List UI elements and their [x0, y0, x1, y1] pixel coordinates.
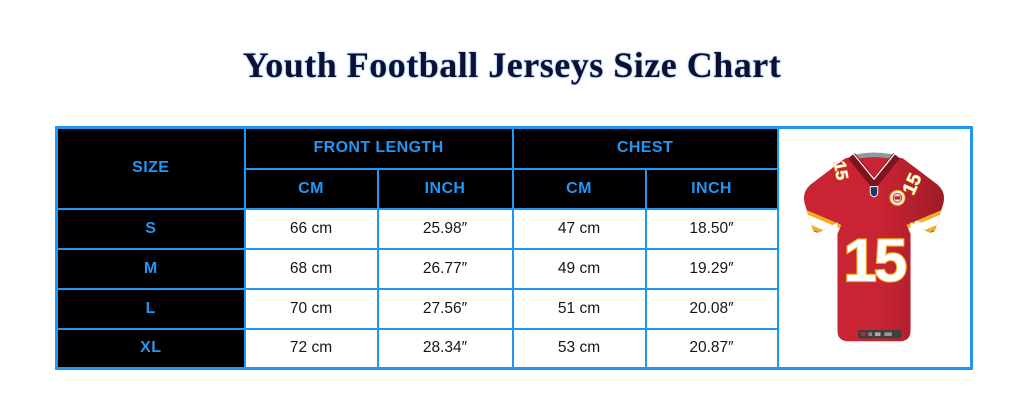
chest-cm-cell: 49 cm	[511, 247, 647, 290]
chest-cm-header: CM	[511, 167, 647, 210]
front-length-group-header: FRONT LENGTH	[243, 126, 514, 170]
front-cm-cell: 68 cm	[243, 247, 379, 290]
chest-inch-cell: 20.87″	[644, 327, 779, 370]
collar-v-trim	[848, 153, 901, 191]
chest-cm-cell: 47 cm	[511, 207, 647, 250]
jersey-body	[804, 154, 945, 342]
jersey-image: 15 15 15	[779, 136, 971, 360]
front-cm-cell: 70 cm	[243, 287, 379, 330]
size-cell: L	[55, 287, 246, 330]
jersey-photo-cell: 15 15 15	[776, 126, 973, 370]
front-inch-cell: 27.56″	[376, 287, 514, 330]
table-row-m: M 68 cm 26.77″ 49 cm 19.29″	[55, 247, 972, 290]
table-row-s: S 66 cm 25.98″ 47 cm 18.50″	[55, 207, 972, 250]
chest-inch-cell: 20.08″	[644, 287, 779, 330]
chest-inch-cell: 18.50″	[644, 207, 779, 250]
front-inch-cell: 25.98″	[376, 207, 514, 250]
front-cm-cell: 66 cm	[243, 207, 379, 250]
front-inch-cell: 26.77″	[376, 247, 514, 290]
size-cell: M	[55, 247, 246, 290]
chest-group-header: CHEST	[511, 126, 779, 170]
chest-cm-cell: 51 cm	[511, 287, 647, 330]
chest-cm-cell: 53 cm	[511, 327, 647, 370]
swoosh-icon	[914, 220, 935, 229]
nfl-shield-icon	[870, 186, 879, 198]
front-length-cm-header: CM	[243, 167, 379, 210]
front-inch-cell: 28.34″	[376, 327, 514, 370]
jock-tag	[858, 329, 902, 339]
table-row-l: L 70 cm 27.56″ 51 cm 20.08″	[55, 287, 972, 330]
chest-inch-cell: 19.29″	[644, 247, 779, 290]
page-title: Youth Football Jerseys Size Chart	[242, 45, 782, 85]
size-column-header: SIZE	[55, 126, 246, 210]
team-patch-icon	[889, 189, 906, 206]
front-length-inch-header: INCH	[376, 167, 514, 210]
size-chart-table: SIZE FRONT LENGTH CHEST	[55, 126, 974, 370]
jersey-shoulder-number-left: 15	[830, 160, 852, 182]
front-cm-cell: 72 cm	[243, 327, 379, 370]
jersey-chest-number: 15	[844, 227, 907, 294]
football-jersey-graphic: 15 15 15	[804, 152, 945, 342]
chest-inch-header: INCH	[644, 167, 779, 210]
table-row-xl: XL 72 cm 28.34″ 53 cm 20.87″	[55, 327, 972, 370]
size-cell: XL	[55, 327, 246, 370]
collar-back-band	[850, 152, 898, 161]
collar-white-pinstripe	[853, 153, 896, 181]
size-cell: S	[55, 207, 246, 250]
